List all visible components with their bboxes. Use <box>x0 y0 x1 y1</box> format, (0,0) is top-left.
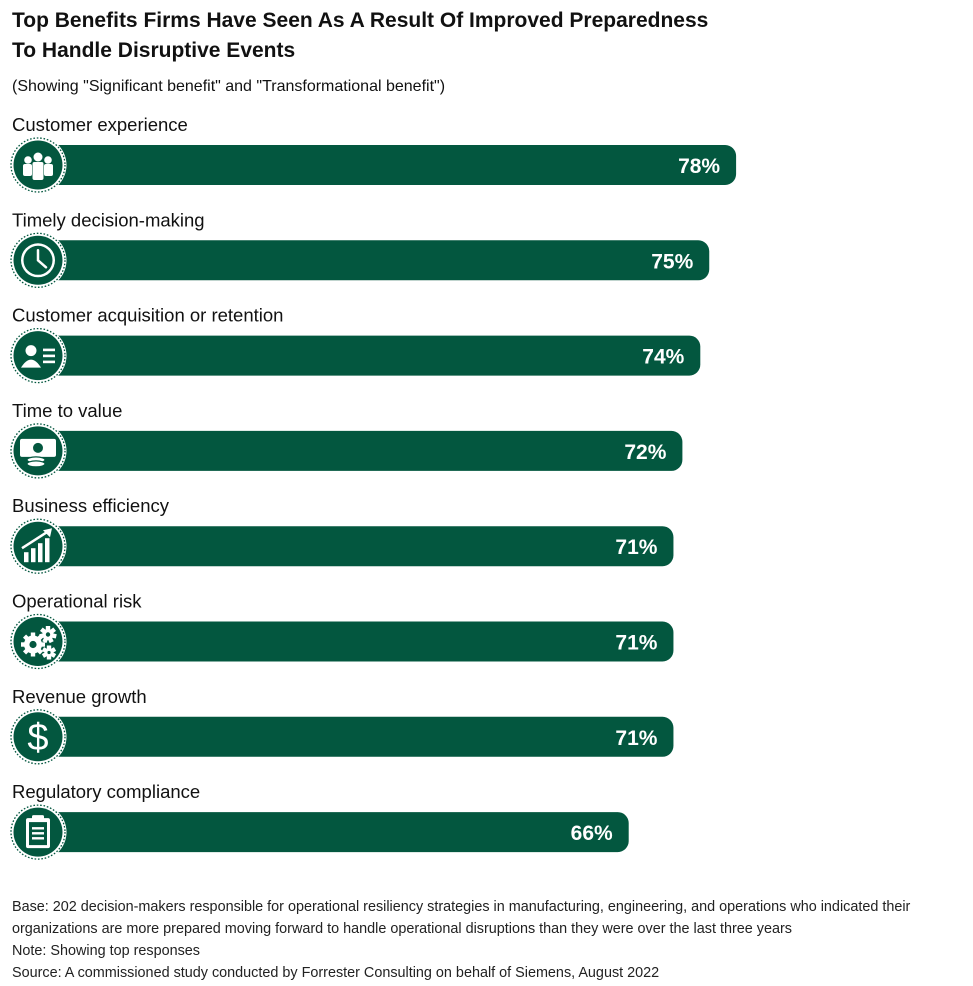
category-label: Operational risk <box>12 591 142 612</box>
category-label: Business efficiency <box>12 495 170 516</box>
footnote-source: Source: A commissioned study conducted b… <box>12 965 660 981</box>
footnote-base: Base: 202 decision-makers responsible fo… <box>12 899 911 937</box>
growth-chart-icon <box>9 517 67 575</box>
gears-icon <box>9 613 67 670</box>
category-label: Regulatory compliance <box>12 781 200 802</box>
bar-chart: Customer experience 78% Timely decision-ma… <box>9 114 737 861</box>
bar <box>38 240 710 281</box>
clipboard-icon <box>9 803 67 861</box>
dollar-sign-icon: $ <box>9 708 67 766</box>
bar <box>38 335 701 376</box>
bar <box>38 812 629 853</box>
svg-text:$: $ <box>27 717 48 759</box>
people-group-icon <box>9 136 67 194</box>
value-label: 66% <box>571 822 613 845</box>
chart-title: Top Benefits Firms Have Seen As A Result… <box>12 6 912 66</box>
category-label: Customer experience <box>12 114 188 135</box>
bar <box>38 145 737 185</box>
category-label: Customer acquisition or retention <box>12 305 283 326</box>
value-label: 71% <box>615 727 657 750</box>
footnote-note: Note: Showing top responses <box>12 943 200 959</box>
bar <box>38 621 674 662</box>
clock-icon <box>9 231 67 289</box>
chart-title-line-2: To Handle Disruptive Events <box>12 39 296 62</box>
category-label: Time to value <box>12 400 122 421</box>
value-label: 72% <box>624 441 666 464</box>
value-label: 71% <box>615 632 657 655</box>
category-label: Timely decision-making <box>12 209 205 230</box>
value-label: 74% <box>642 346 684 369</box>
value-label: 71% <box>615 536 657 559</box>
chart-title-line-1: Top Benefits Firms Have Seen As A Result… <box>12 9 709 32</box>
category-label: Revenue growth <box>12 686 147 707</box>
money-coins-icon <box>9 422 67 480</box>
id-card-icon <box>9 327 67 385</box>
footnotes: Base: 202 decision-makers responsible fo… <box>12 896 970 984</box>
value-label: 78% <box>678 155 720 178</box>
bar <box>38 526 674 567</box>
chart-subtitle: (Showing "Significant benefit" and "Tran… <box>12 78 446 95</box>
bar <box>38 716 674 757</box>
value-label: 75% <box>651 250 693 273</box>
bar <box>38 430 683 471</box>
